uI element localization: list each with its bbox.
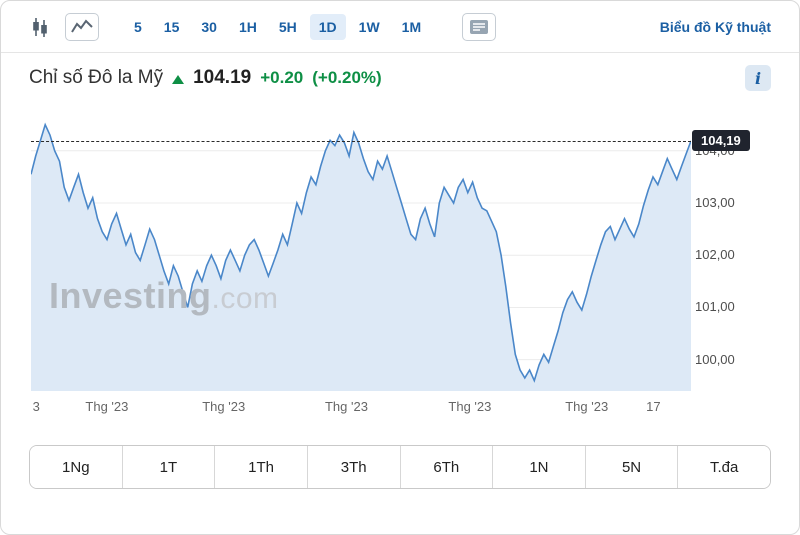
last-price: 104.19 [193, 67, 252, 88]
interval-1m[interactable]: 1M [393, 14, 430, 40]
interval-30[interactable]: 30 [192, 14, 226, 40]
chart-area: Investing.com 104,00103,00102,00101,0010… [1, 109, 799, 421]
period-tda[interactable]: T.đa [677, 446, 770, 488]
x-axis-label: Thg '23 [202, 399, 246, 414]
price-up-arrow-icon [172, 74, 185, 84]
watermark-light: .com [211, 282, 279, 315]
interval-1h[interactable]: 1H [230, 14, 266, 40]
news-icon [470, 20, 489, 34]
interval-5h[interactable]: 5H [270, 14, 306, 40]
y-axis-label: 103,00 [695, 195, 735, 210]
x-axis-label: 3 [32, 399, 40, 414]
y-axis-label: 100,00 [695, 351, 735, 367]
interval-1w[interactable]: 1W [350, 14, 389, 40]
period-3th[interactable]: 3Th [306, 446, 400, 488]
interval-15[interactable]: 15 [155, 14, 189, 40]
interval-1d[interactable]: 1D [309, 14, 346, 40]
instrument-title: Chỉ số Đô la Mỹ [29, 67, 164, 88]
x-axis-label: Thg '23 [565, 399, 609, 414]
chart-svg [31, 122, 691, 391]
price-area-chart[interactable] [31, 109, 691, 391]
news-panel-button[interactable] [462, 13, 497, 41]
period-1th[interactable]: 1Th [214, 446, 307, 488]
last-price-tag: 104,19 [692, 129, 750, 151]
last-price-dashed-line [31, 140, 691, 142]
period-1t[interactable]: 1T [121, 446, 215, 488]
interval-5[interactable]: 5 [125, 14, 151, 40]
price-change: +0.20 [260, 68, 304, 87]
x-axis-label: Thg '23 [448, 399, 492, 414]
interval-selector: 5 15 30 1H 5H 1D 1W 1M [125, 14, 430, 40]
watermark-bold: Investing [49, 275, 212, 316]
x-axis: 3 Thg '23 Thg '23 Thg '23 Thg '23 Thg '23 17 [31, 399, 691, 419]
candlestick-icon [33, 18, 47, 37]
y-axis-label: 101,00 [695, 299, 735, 315]
candlestick-chart-button[interactable] [29, 16, 51, 38]
chart-toolbar: 5 15 30 1H 5H 1D 1W 1M Biểu đồ Kỹ thuật [1, 1, 799, 53]
period-1ng[interactable]: 1Ng [30, 446, 122, 488]
instrument-header: Chỉ số Đô la Mỹ 104.19 +0.20 (+0.20%) i [1, 53, 799, 95]
investing-watermark: Investing.com [49, 275, 279, 317]
technical-chart-link[interactable]: Biểu đồ Kỹ thuật [659, 19, 771, 35]
period-5n[interactable]: 5N [584, 446, 678, 488]
period-6th[interactable]: 6Th [399, 446, 493, 488]
x-axis-label: Thg '23 [85, 399, 129, 414]
info-button[interactable]: i [745, 65, 771, 91]
period-1n[interactable]: 1N [492, 446, 585, 488]
line-chart-button[interactable] [65, 13, 99, 41]
x-axis-label: Thg '23 [324, 399, 368, 414]
line-chart-icon [71, 19, 93, 33]
x-axis-label: 17 [646, 399, 661, 414]
y-axis-label: 102,00 [695, 247, 735, 263]
period-bar: 1Ng 1T 1Th 3Th 6Th 1N 5N T.đa [29, 445, 771, 489]
price-change-percent: (+0.20%) [312, 68, 382, 87]
